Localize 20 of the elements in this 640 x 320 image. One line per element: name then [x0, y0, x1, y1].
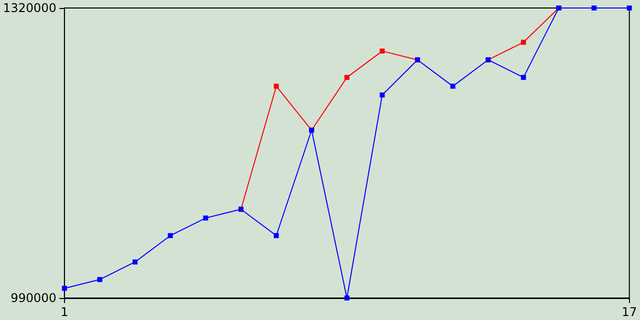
- point: [592, 6, 597, 10]
- x-tick-label: 17: [622, 305, 638, 319]
- point: [344, 74, 350, 80]
- point: [450, 84, 456, 89]
- point: [274, 84, 279, 89]
- point: [380, 48, 385, 54]
- point: [274, 233, 279, 238]
- point: [520, 74, 526, 80]
- point: [168, 233, 173, 238]
- point: [344, 296, 350, 300]
- y-tick-label: 1320000: [2, 1, 56, 15]
- point: [62, 286, 67, 291]
- point: [380, 92, 385, 98]
- y-tick-label: 990000: [10, 291, 56, 305]
- point: [203, 216, 208, 221]
- x-tick-label: 1: [60, 305, 68, 319]
- point: [626, 6, 632, 10]
- point: [97, 277, 102, 282]
- point: [132, 259, 138, 264]
- point: [520, 40, 526, 45]
